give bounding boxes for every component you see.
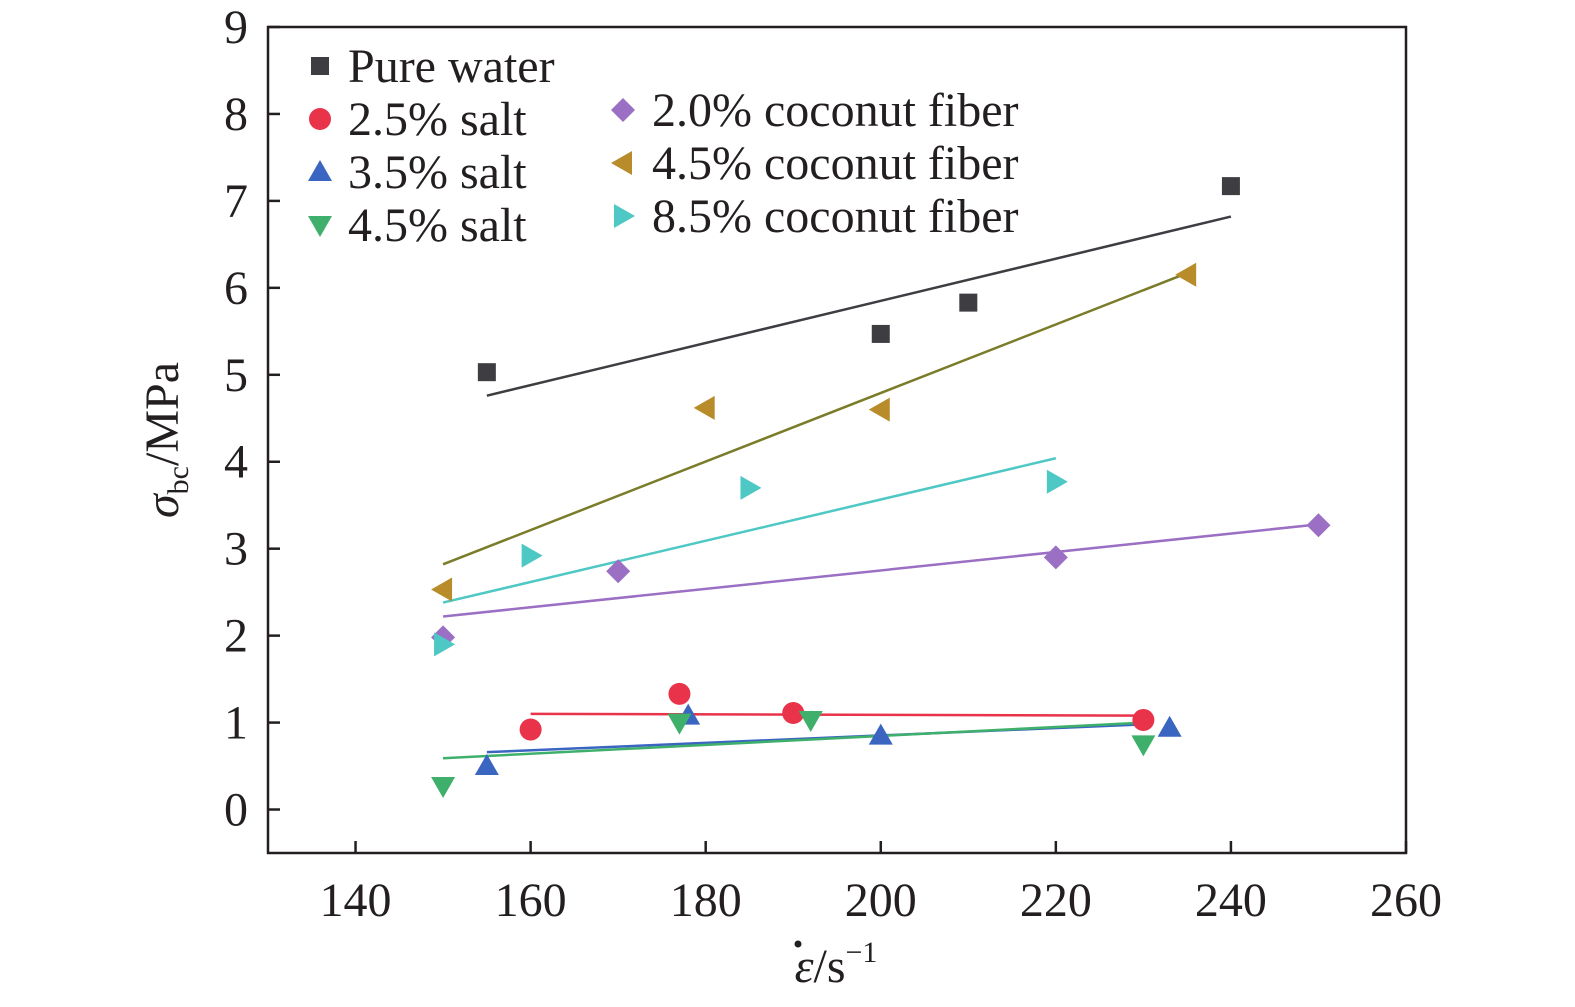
- x-tick-label: 220: [1020, 874, 1092, 927]
- data-point-8-5-coconut-fiber: [521, 543, 543, 568]
- legend-label-2-0-coconut-fiber: 2.0% coconut fiber: [652, 84, 1019, 137]
- x-axis-symbol: ε: [795, 940, 814, 993]
- data-point-8-5-coconut-fiber: [740, 475, 762, 500]
- legend-label-4-5-coconut-fiber: 4.5% coconut fiber: [652, 137, 1019, 190]
- fit-line-4-5-salt: [443, 721, 1144, 760]
- legend-item-4-5-coconut-fiber: 4.5% coconut fiber: [611, 137, 1019, 190]
- data-point-2-5-salt: [1132, 708, 1155, 731]
- data-point-2-5-salt: [519, 718, 542, 741]
- legend-label-8-5-coconut-fiber: 8.5% coconut fiber: [652, 190, 1019, 243]
- y-tick-label: 3: [224, 523, 248, 576]
- y-axis-label: σbc/MPa: [136, 362, 195, 518]
- y-tick-label: 9: [224, 1, 248, 54]
- y-axis-symbol: σ: [136, 492, 189, 518]
- fit-lines: [442, 215, 1319, 760]
- data-point-4-5-salt: [431, 777, 456, 799]
- legend-item-pure-water: Pure water: [311, 40, 555, 93]
- data-point-pure-water: [1221, 177, 1240, 196]
- legend-marker-3-5-salt: [308, 160, 332, 181]
- data-point-8-5-coconut-fiber: [434, 632, 456, 657]
- y-tick-label: 7: [224, 175, 248, 228]
- y-tick-label: 4: [224, 436, 248, 489]
- data-point-4-5-salt: [1131, 735, 1156, 757]
- svg-text:σbc/MPa: σbc/MPa: [136, 362, 195, 518]
- y-tick-label: 1: [224, 697, 248, 750]
- y-axis-subscript: bc: [162, 466, 195, 494]
- legend-label-3-5-salt: 3.5% salt: [348, 146, 527, 199]
- legend-item-2-5-salt: 2.5% salt: [309, 93, 527, 146]
- y-tick-label: 8: [224, 88, 248, 141]
- y-axis: 0 1 2 3 4 5 6 7 8 9: [224, 1, 280, 837]
- legend-item-2-0-coconut-fiber: 2.0% coconut fiber: [611, 84, 1019, 137]
- data-markers: [431, 177, 1331, 799]
- fit-line-2-5-salt: [530, 712, 1144, 717]
- data-point-3-5-salt: [868, 723, 893, 745]
- data-point-4-5-salt: [798, 710, 823, 732]
- data-point-8-5-coconut-fiber: [1046, 469, 1068, 494]
- plot-frame: [266, 25, 1408, 855]
- legend-marker-pure-water: [311, 57, 329, 75]
- data-point-pure-water: [959, 293, 978, 312]
- data-point-pure-water: [871, 324, 890, 343]
- data-point-2-5-salt: [782, 702, 805, 725]
- data-point-4-5-coconut-fiber: [693, 395, 715, 420]
- data-point-3-5-salt: [474, 754, 499, 776]
- svg-text:ε/s−1: ε/s−1: [795, 936, 878, 993]
- data-point-2-0-coconut-fiber: [606, 559, 631, 584]
- y-axis-unit: /MPa: [136, 362, 189, 466]
- data-point-4-5-coconut-fiber: [431, 577, 453, 602]
- x-tick-label: 240: [1195, 874, 1267, 927]
- legend-marker-4-5-coconut-fiber: [611, 151, 632, 175]
- y-tick-label: 2: [224, 610, 248, 663]
- fit-line-2-0-coconut-fiber: [442, 523, 1319, 618]
- legend-label-pure-water: Pure water: [348, 40, 555, 93]
- y-tick-label: 5: [224, 349, 248, 402]
- data-point-4-5-salt: [667, 713, 692, 735]
- x-tick-label: 260: [1370, 874, 1442, 927]
- data-point-4-5-coconut-fiber: [868, 397, 890, 422]
- x-tick-label: 180: [670, 874, 742, 927]
- y-tick-label: 6: [224, 262, 248, 315]
- x-tick-label: 160: [495, 874, 567, 927]
- legend-marker-2-0-coconut-fiber: [611, 98, 635, 122]
- x-axis-label: ε/s−1: [794, 936, 878, 993]
- x-tick-label: 200: [845, 874, 917, 927]
- legend-item-8-5-coconut-fiber: 8.5% coconut fiber: [614, 190, 1019, 243]
- data-point-2-5-salt: [668, 682, 691, 705]
- x-axis-dot: [794, 940, 802, 948]
- x-axis-exponent: −1: [846, 936, 878, 969]
- data-point-4-5-coconut-fiber: [1175, 262, 1197, 287]
- y-tick-label: 0: [224, 784, 248, 837]
- fit-line-4-5-coconut-fiber: [442, 271, 1188, 566]
- x-tick-label: 140: [320, 874, 392, 927]
- legend-item-4-5-salt: 4.5% salt: [308, 199, 527, 252]
- fit-line-pure-water: [486, 215, 1232, 397]
- legend-item-3-5-salt: 3.5% salt: [308, 146, 527, 199]
- legend-marker-2-5-salt: [309, 108, 331, 130]
- legend-label-4-5-salt: 4.5% salt: [348, 199, 527, 252]
- legend-label-2-5-salt: 2.5% salt: [348, 93, 527, 146]
- fit-line-8-5-coconut-fiber: [442, 457, 1057, 604]
- data-point-3-5-salt: [1157, 715, 1182, 737]
- x-axis-unit: /s: [813, 940, 845, 993]
- legend-marker-8-5-coconut-fiber: [614, 204, 635, 228]
- data-point-2-0-coconut-fiber: [1043, 545, 1068, 570]
- data-point-pure-water: [477, 363, 496, 382]
- x-axis: 140 160 180 200 220 240 260: [320, 841, 1442, 927]
- data-point-2-0-coconut-fiber: [1306, 513, 1331, 538]
- legend-marker-4-5-salt: [308, 216, 332, 237]
